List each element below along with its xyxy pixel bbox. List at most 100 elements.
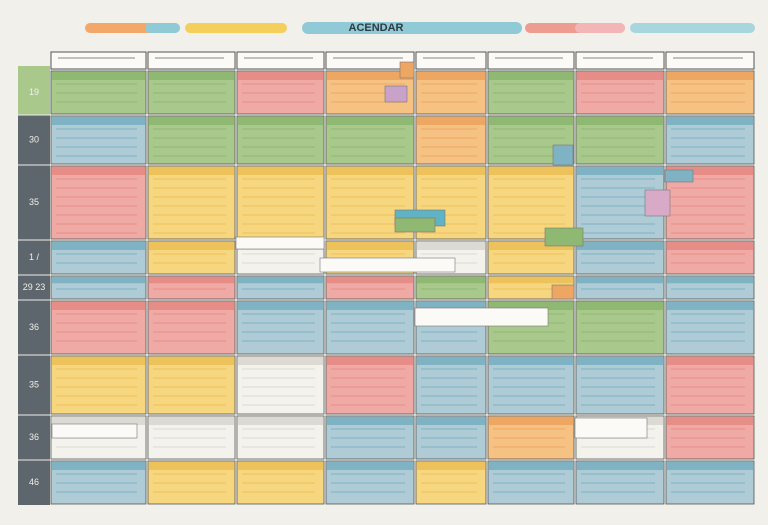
event-header bbox=[238, 167, 323, 175]
event-header bbox=[489, 117, 573, 125]
event-block bbox=[50, 355, 147, 415]
tab bbox=[185, 23, 287, 33]
event-header bbox=[417, 417, 485, 425]
event-block bbox=[147, 355, 236, 415]
sticky-note bbox=[551, 284, 575, 300]
sticky-note bbox=[552, 144, 574, 166]
event-block bbox=[575, 355, 665, 415]
row-label: 35 bbox=[29, 379, 39, 389]
row-label: 36 bbox=[29, 322, 39, 332]
event-block bbox=[325, 355, 415, 415]
event-header bbox=[327, 117, 413, 125]
event-header bbox=[667, 72, 753, 80]
event-header bbox=[327, 417, 413, 425]
event-header bbox=[52, 277, 145, 284]
event-header bbox=[52, 357, 145, 365]
event-header bbox=[489, 462, 573, 470]
sticky-note bbox=[644, 189, 671, 217]
event-header bbox=[489, 357, 573, 365]
row-label-bar bbox=[18, 115, 50, 505]
row-label: 30 bbox=[29, 134, 39, 144]
event-header bbox=[238, 117, 323, 125]
header-cell bbox=[487, 51, 575, 70]
event-header bbox=[327, 242, 413, 250]
event-header bbox=[577, 462, 663, 470]
event-header bbox=[52, 242, 145, 250]
sticky-note bbox=[384, 85, 408, 103]
row-label: 35 bbox=[29, 197, 39, 207]
event-header bbox=[327, 72, 413, 80]
event-header bbox=[238, 302, 323, 310]
event-block bbox=[147, 165, 236, 240]
sticky-note bbox=[574, 417, 648, 439]
event-header bbox=[149, 462, 234, 470]
event-header bbox=[417, 277, 485, 284]
event-header bbox=[327, 277, 413, 284]
tab bbox=[145, 23, 180, 33]
event-block bbox=[487, 355, 575, 415]
event-header bbox=[577, 167, 663, 175]
row-label: 1 / bbox=[29, 252, 40, 262]
event-header bbox=[489, 417, 573, 425]
header-cell bbox=[665, 51, 755, 70]
row-label: 36 bbox=[29, 432, 39, 442]
event-block bbox=[415, 355, 487, 415]
event-block bbox=[665, 355, 755, 415]
event-header bbox=[238, 72, 323, 80]
event-header bbox=[577, 302, 663, 310]
sticky-note bbox=[51, 423, 138, 439]
event-header bbox=[489, 72, 573, 80]
row-label: 29 23 bbox=[23, 282, 46, 292]
event-header bbox=[149, 242, 234, 250]
event-header bbox=[238, 357, 323, 365]
sticky-note bbox=[414, 307, 549, 327]
sticky-note bbox=[544, 227, 584, 247]
event-header bbox=[577, 357, 663, 365]
event-block bbox=[236, 355, 325, 415]
event-header bbox=[52, 302, 145, 310]
event-header bbox=[489, 277, 573, 284]
header-cell bbox=[325, 51, 415, 70]
event-header bbox=[667, 277, 753, 284]
row-label-cell bbox=[18, 66, 50, 115]
event-header bbox=[52, 167, 145, 175]
event-header bbox=[149, 167, 234, 175]
event-header bbox=[667, 117, 753, 125]
sticky-note bbox=[664, 169, 694, 183]
event-header bbox=[327, 357, 413, 365]
event-header bbox=[238, 277, 323, 284]
event-header bbox=[667, 302, 753, 310]
event-header bbox=[489, 302, 573, 310]
event-header bbox=[327, 462, 413, 470]
event-block bbox=[50, 165, 147, 240]
sticky-note bbox=[319, 257, 456, 273]
grid: 19 30 35 1 / 29 23 36 35 36 46 bbox=[18, 51, 755, 505]
event-header bbox=[417, 302, 485, 310]
event-header bbox=[149, 417, 234, 425]
event-header bbox=[417, 117, 485, 125]
event-header bbox=[417, 357, 485, 365]
header-cell bbox=[50, 51, 147, 70]
event-header bbox=[417, 72, 485, 80]
event-header bbox=[238, 462, 323, 470]
event-header bbox=[52, 462, 145, 470]
event-header bbox=[667, 417, 753, 425]
row-label: 19 bbox=[29, 87, 39, 97]
tab bbox=[575, 23, 625, 33]
event-header bbox=[667, 242, 753, 250]
event-header bbox=[667, 462, 753, 470]
sticky-note bbox=[235, 236, 325, 250]
event-header bbox=[327, 167, 413, 175]
event-header bbox=[417, 462, 485, 470]
event-header bbox=[489, 167, 573, 175]
event-header bbox=[149, 72, 234, 80]
event-header bbox=[489, 242, 573, 250]
event-header bbox=[577, 277, 663, 284]
header-cell bbox=[575, 51, 665, 70]
header-cell bbox=[415, 51, 487, 70]
row-label: 46 bbox=[29, 477, 39, 487]
title: ACENDAR bbox=[349, 22, 404, 34]
event-header bbox=[149, 277, 234, 284]
